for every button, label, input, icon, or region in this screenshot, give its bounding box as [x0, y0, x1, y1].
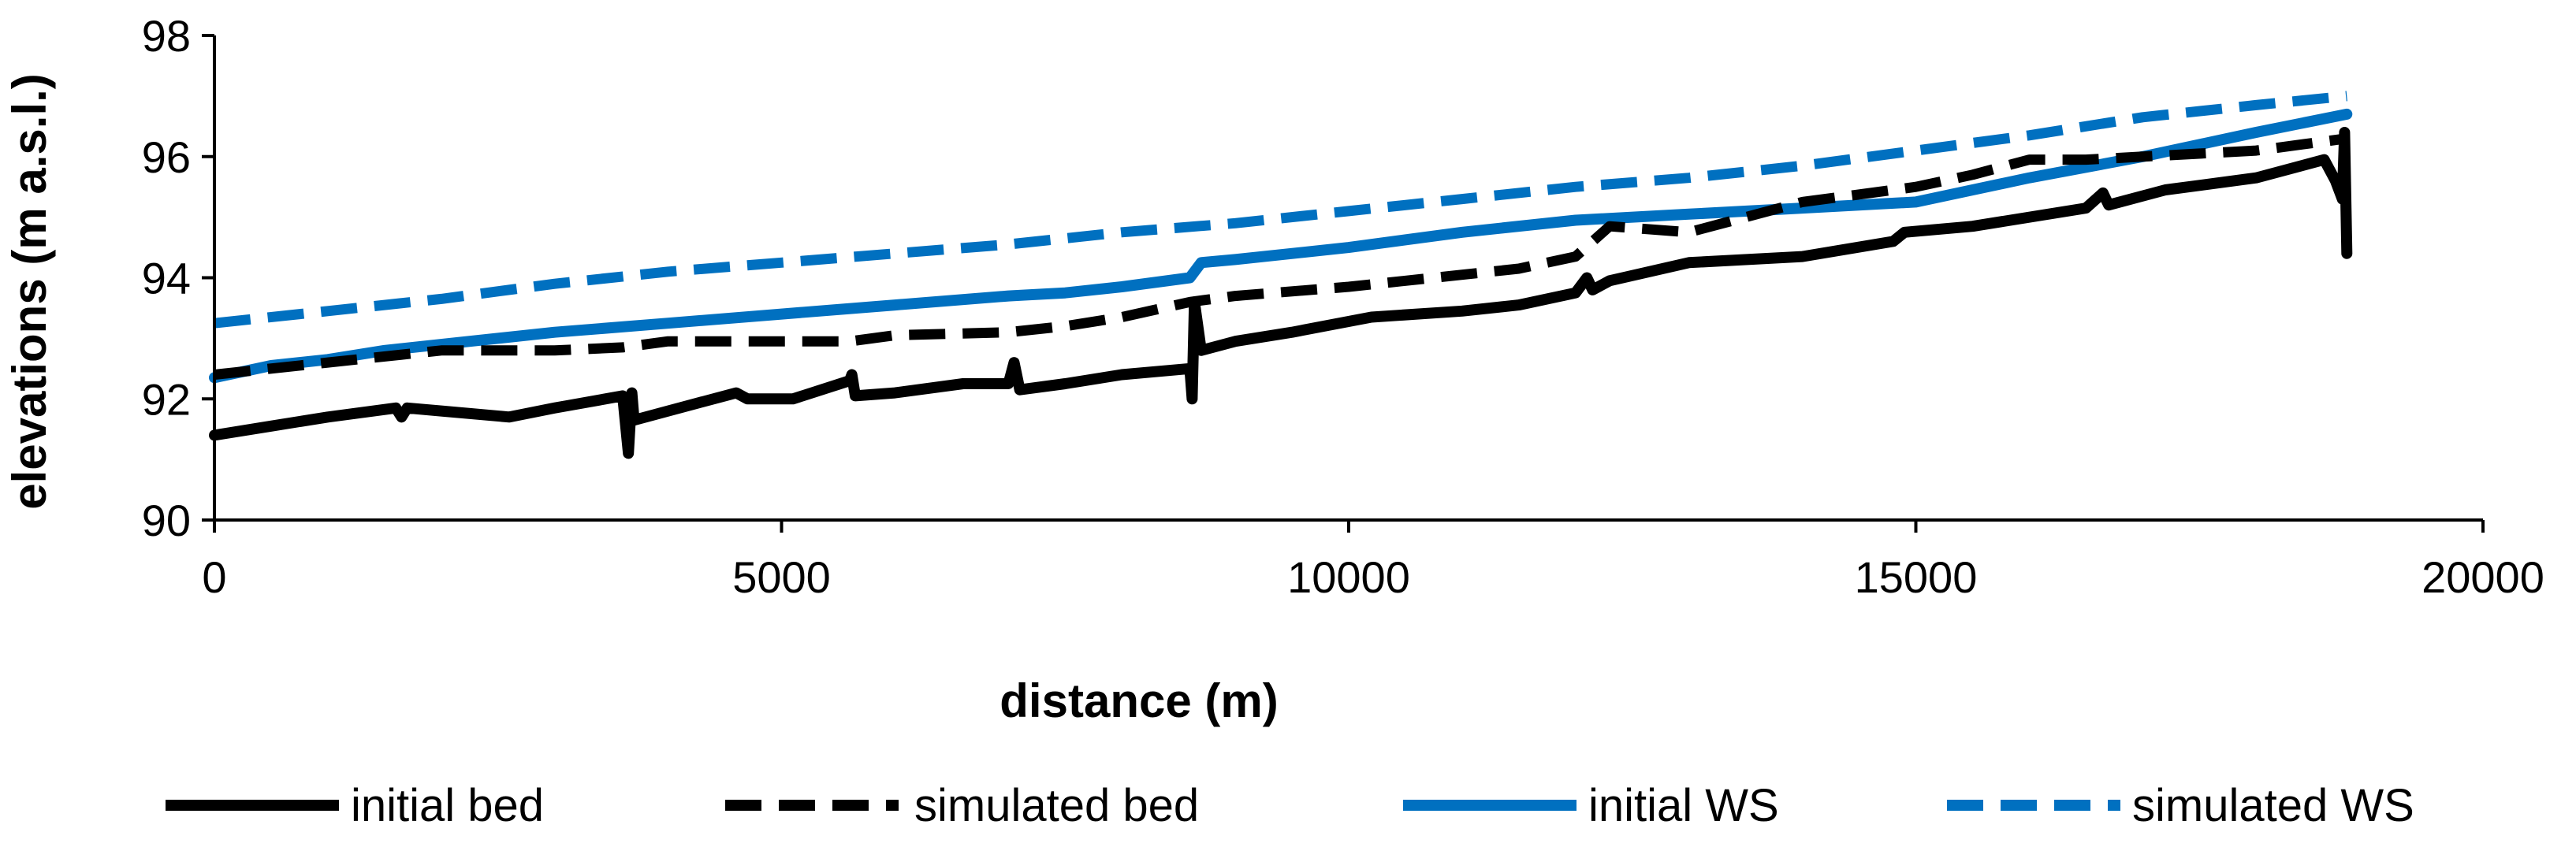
legend: initial bed simulated bed initial WS simula…	[166, 780, 2414, 831]
y-tick-label: 90	[142, 496, 191, 545]
x-tick-label: 15000	[1855, 552, 1978, 602]
y-tick-label: 92	[142, 374, 191, 424]
y-axis-ticks: 90 92 94 96 98	[142, 11, 214, 545]
x-axis-title: distance (m)	[1000, 674, 1278, 727]
x-tick-label: 10000	[1287, 552, 1410, 602]
x-tick-label: 5000	[732, 552, 831, 602]
series-layer	[209, 91, 2353, 459]
legend-label: simulated bed	[914, 780, 1199, 831]
x-axis-ticks: 0 5000 10000 15000 20000	[202, 520, 2544, 602]
x-tick-label: 0	[202, 552, 226, 602]
legend-label: initial WS	[1588, 780, 1779, 831]
plot-area: 0 5000 10000 15000 20000 90 92 94 96 98	[142, 11, 2544, 602]
legend-label: simulated WS	[2132, 780, 2414, 831]
series-line-simulated-ws	[214, 91, 2347, 329]
y-tick-label: 94	[142, 254, 191, 303]
x-tick-label: 20000	[2422, 552, 2544, 602]
series-line-initial-bed	[209, 127, 2353, 459]
y-tick-label: 98	[142, 11, 191, 61]
y-axis-title: elevations (m a.s.l.)	[3, 73, 56, 510]
y-tick-label: 96	[142, 132, 191, 182]
series-line-initial-ws	[209, 108, 2353, 384]
series-line-simulated-bed	[214, 133, 2348, 380]
legend-label: initial bed	[351, 780, 544, 831]
